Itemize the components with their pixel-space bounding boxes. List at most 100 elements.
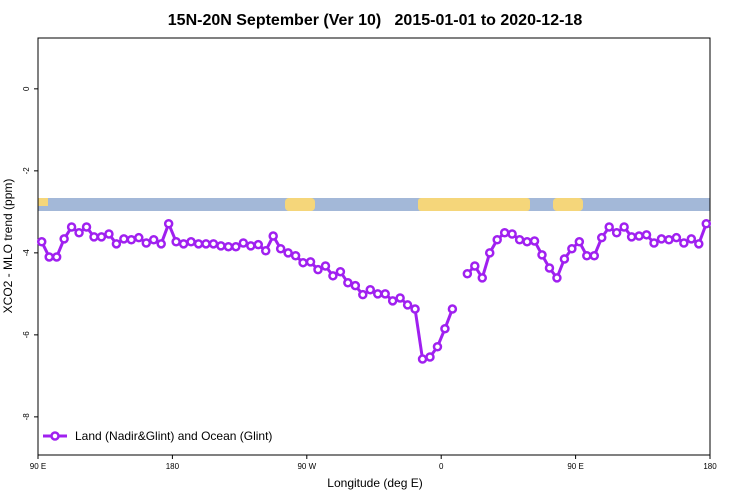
data-point bbox=[395, 293, 405, 303]
data-point bbox=[447, 304, 458, 314]
data-point bbox=[372, 289, 383, 299]
data-point bbox=[59, 234, 69, 244]
data-point bbox=[328, 271, 338, 281]
data-point bbox=[432, 342, 443, 352]
data-point bbox=[290, 250, 301, 261]
data-point bbox=[484, 248, 495, 258]
land-patch bbox=[553, 198, 583, 211]
data-point bbox=[119, 234, 129, 244]
data-point bbox=[656, 234, 667, 244]
y-tick-label: -2 bbox=[22, 167, 31, 175]
data-point bbox=[582, 250, 592, 261]
data-point bbox=[492, 234, 502, 245]
data-point bbox=[141, 238, 152, 248]
data-point bbox=[186, 237, 196, 247]
data-point bbox=[694, 239, 704, 249]
data-point bbox=[417, 354, 428, 364]
data-point bbox=[305, 257, 316, 267]
data-point bbox=[701, 218, 712, 229]
data-point bbox=[51, 252, 62, 262]
data-point bbox=[171, 237, 181, 247]
x-axis-label: Longitude (deg E) bbox=[327, 476, 422, 490]
data-point bbox=[567, 244, 577, 254]
data-point bbox=[156, 239, 166, 249]
data-point bbox=[111, 239, 122, 249]
data-point bbox=[275, 244, 286, 254]
x-tick-label: 90 W bbox=[297, 462, 316, 471]
data-point bbox=[529, 236, 540, 246]
data-point bbox=[231, 241, 241, 252]
data-point bbox=[544, 263, 555, 273]
data-point bbox=[74, 228, 84, 238]
plot-frame bbox=[37, 37, 711, 456]
data-point bbox=[507, 229, 517, 239]
legend-label: Land (Nadir&Glint) and Ocean (Glint) bbox=[75, 429, 272, 443]
data-point bbox=[343, 278, 353, 288]
data-point bbox=[470, 261, 480, 271]
data-point bbox=[619, 222, 629, 232]
data-point bbox=[686, 234, 697, 244]
data-point bbox=[246, 241, 256, 251]
data-point bbox=[335, 266, 346, 277]
data-point bbox=[611, 228, 622, 238]
data-point bbox=[425, 352, 435, 362]
chart-title: 15N-20N September (Ver 10) 2015-01-01 to… bbox=[168, 12, 583, 29]
map-strip bbox=[38, 198, 710, 211]
data-point bbox=[596, 232, 607, 243]
data-point bbox=[313, 264, 323, 275]
data-point bbox=[201, 239, 211, 249]
data-point bbox=[462, 269, 473, 279]
data-point bbox=[552, 273, 562, 283]
data-point bbox=[283, 248, 293, 258]
data-point bbox=[641, 230, 652, 240]
x-tick-label: 180 bbox=[166, 462, 180, 471]
data-point bbox=[477, 273, 488, 283]
x-tick-label: 90 E bbox=[30, 462, 46, 471]
y-axis-label: XCO2 - MLO trend (ppm) bbox=[1, 179, 15, 314]
data-point bbox=[163, 218, 174, 229]
data-point bbox=[178, 239, 189, 249]
data-point bbox=[589, 250, 600, 261]
ocean-band bbox=[38, 198, 710, 211]
y-tick-label: -8 bbox=[22, 413, 31, 421]
x-tick-label: 0 bbox=[439, 462, 444, 471]
data-point bbox=[649, 238, 659, 248]
data-point bbox=[559, 254, 570, 264]
data-point bbox=[499, 228, 510, 238]
data-point bbox=[44, 252, 54, 262]
data-point bbox=[402, 300, 413, 310]
data-point bbox=[126, 234, 137, 245]
data-point bbox=[574, 237, 585, 247]
data-point bbox=[604, 222, 614, 232]
data-point bbox=[89, 232, 99, 242]
land-patch bbox=[418, 198, 530, 211]
data-point bbox=[193, 239, 204, 249]
y-tick-label: -4 bbox=[22, 249, 31, 257]
y-tick-label: -6 bbox=[22, 331, 31, 339]
data-point bbox=[358, 289, 368, 300]
data-point bbox=[671, 232, 682, 243]
data-point bbox=[522, 237, 532, 247]
y-tick-label: 0 bbox=[22, 86, 31, 91]
data-point bbox=[238, 238, 249, 248]
data-point bbox=[679, 238, 689, 248]
data-point bbox=[216, 241, 226, 251]
data-point bbox=[260, 246, 271, 256]
legend-marker bbox=[50, 431, 60, 441]
data-point bbox=[268, 231, 278, 241]
data-point bbox=[380, 289, 390, 299]
land-patch bbox=[285, 198, 315, 211]
data-point bbox=[410, 304, 420, 314]
x-tick-label: 90 E bbox=[567, 462, 583, 471]
data-point bbox=[387, 296, 398, 306]
data-point bbox=[134, 232, 144, 243]
data-point bbox=[96, 232, 107, 242]
data-point bbox=[66, 222, 77, 232]
data-point bbox=[81, 222, 92, 232]
data-point bbox=[626, 232, 637, 242]
data-point bbox=[634, 231, 644, 241]
data-point bbox=[440, 323, 450, 334]
data-point bbox=[36, 237, 47, 247]
data-point bbox=[537, 250, 547, 260]
data-point bbox=[514, 234, 525, 245]
